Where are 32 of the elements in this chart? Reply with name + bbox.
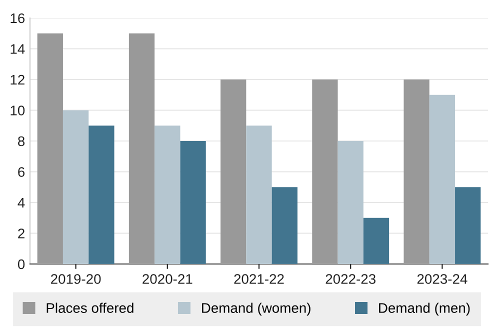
y-tick-label: 4 xyxy=(18,198,25,208)
y-tick-label: 10 xyxy=(10,106,25,116)
y-tick-label: 0 xyxy=(18,259,25,270)
legend-label: Places offered xyxy=(46,302,134,313)
legend-label: Demand (men) xyxy=(379,302,470,316)
x-tick-label: 2021-22 xyxy=(234,274,284,284)
x-tick-label: 2020-21 xyxy=(142,274,192,284)
y-tick-label: 8 xyxy=(18,136,25,146)
bar xyxy=(154,126,180,264)
bar xyxy=(429,94,456,264)
bar xyxy=(338,141,364,264)
bar xyxy=(272,187,298,264)
bar xyxy=(312,80,338,264)
y-tick-label: 12 xyxy=(10,74,24,85)
y-tick-label: 16 xyxy=(10,13,25,24)
bar xyxy=(246,126,272,264)
y-tick-label: 14 xyxy=(10,44,25,54)
bar xyxy=(220,80,246,264)
bar xyxy=(62,110,89,264)
bar xyxy=(363,218,390,264)
bar xyxy=(88,126,114,264)
bar xyxy=(180,141,206,264)
bar xyxy=(128,33,155,264)
x-tick-label: 2023-24 xyxy=(417,274,468,284)
bar xyxy=(37,33,63,264)
legend-label: Demand (women) xyxy=(202,302,310,316)
x-tick-label: 2019-20 xyxy=(51,274,101,284)
bar xyxy=(404,80,430,264)
y-tick-label: 6 xyxy=(18,167,25,177)
x-tick-label: 2022-23 xyxy=(326,274,376,284)
bar xyxy=(455,187,481,264)
y-tick-label: 2 xyxy=(18,228,24,238)
